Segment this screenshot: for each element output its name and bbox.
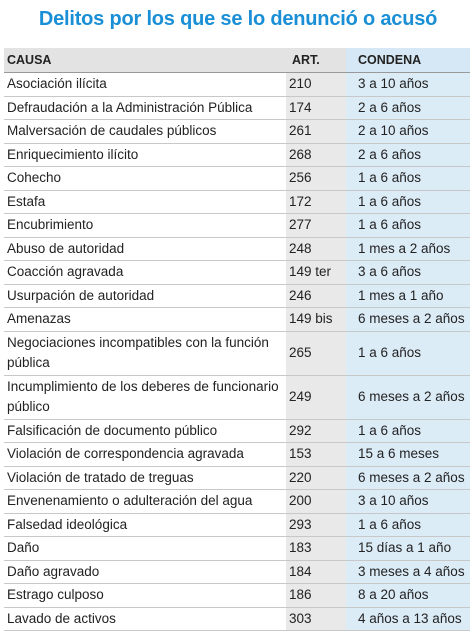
table-cell: 1 a 6 años (346, 513, 470, 537)
table-cell: 1 a 6 años (346, 213, 470, 238)
table-cell: 153 (286, 442, 346, 467)
header-cell: CONDENA (346, 48, 470, 73)
table-cell: 268 (286, 143, 346, 167)
table-cell: Defraudación a la Administración Pública (4, 96, 286, 120)
table-body: Asociación ilícita 210 3 a 10 años Defrauda… (4, 72, 470, 631)
table-cell: 292 (286, 419, 346, 443)
table-cell: Malversación de caudales públicos (4, 119, 286, 144)
table-row: Abuso de autoridad 248 1 mes a 2 años (4, 237, 470, 261)
table-cell: 303 (286, 607, 346, 631)
table-cell: 149 ter (286, 260, 346, 285)
table-cell: 8 a 20 años (346, 583, 470, 608)
table-row: Envenenamiento o adulteración del agua 20… (4, 489, 470, 514)
header-cell: ART. (286, 48, 346, 73)
table-cell: 293 (286, 513, 346, 537)
table-cell: Negociaciones incompatibles con la funci… (4, 331, 286, 376)
table-cell: 6 meses a 2 años (346, 307, 470, 332)
table-cell: 1 a 6 años (346, 190, 470, 214)
table-row: Negociaciones incompatibles con la funci… (4, 331, 470, 376)
table-row: Defraudación a la Administración Pública… (4, 96, 470, 120)
table-row: Violación de correspondencia agravada 153… (4, 442, 470, 467)
table-row: Daño 183 15 días a 1 año (4, 536, 470, 561)
table-cell: 184 (286, 560, 346, 584)
table-cell: Asociación ilícita (4, 72, 286, 97)
table-row: Falsificación de documento público 292 1 a… (4, 419, 470, 443)
table-cell: 183 (286, 536, 346, 561)
table-row: Cohecho 256 1 a 6 años (4, 166, 470, 191)
table-cell: 1 a 6 años (346, 419, 470, 443)
table-cell: 265 (286, 331, 346, 376)
table-cell: 2 a 6 años (346, 96, 470, 120)
table-cell: 1 a 6 años (346, 331, 470, 376)
table-cell: Estrago culposo (4, 583, 286, 608)
table-cell: 277 (286, 213, 346, 238)
table-cell: Enriquecimiento ilícito (4, 143, 286, 167)
table-cell: 3 meses a 4 años (346, 560, 470, 584)
table-cell: 3 a 10 años (346, 489, 470, 514)
table-cell: 2 a 6 años (346, 143, 470, 167)
table-cell: 1 mes a 2 años (346, 237, 470, 261)
table-cell: 248 (286, 237, 346, 261)
table-cell: Usurpación de autoridad (4, 284, 286, 308)
table-row: Daño agravado 184 3 meses a 4 años (4, 560, 470, 584)
table-row: Enriquecimiento ilícito 268 2 a 6 años (4, 143, 470, 167)
table-cell: 220 (286, 466, 346, 490)
table-cell: 15 días a 1 año (346, 536, 470, 561)
title: Delitos por los que se lo denunció o acu… (38, 8, 438, 30)
table-row: Usurpación de autoridad 246 1 mes a 1 año (4, 284, 470, 308)
table-cell: Daño agravado (4, 560, 286, 584)
table-row: Coacción agravada 149 ter 3 a 6 años (4, 260, 470, 285)
table-row: Incumplimiento de los deberes de funcion… (4, 375, 470, 420)
table-cell: Encubrimiento (4, 213, 286, 238)
table-cell: 200 (286, 489, 346, 514)
table-cell: 149 bis (286, 307, 346, 332)
header-row: CAUSA ART. CONDENA (4, 48, 470, 73)
table-cell: 2 a 10 años (346, 119, 470, 144)
table-cell: Coacción agravada (4, 260, 286, 285)
table-cell: 1 mes a 1 año (346, 284, 470, 308)
table-cell: Amenazas (4, 307, 286, 332)
table-row: Violación de tratado de treguas 220 6 mese… (4, 466, 470, 490)
table-cell: Abuso de autoridad (4, 237, 286, 261)
table-cell: 1 a 6 años (346, 166, 470, 191)
table-cell: 261 (286, 119, 346, 144)
table-row: Estafa 172 1 a 6 años (4, 190, 470, 214)
table-cell: Falsificación de documento público (4, 419, 286, 443)
table-cell: Envenenamiento o adulteración del agua (4, 489, 286, 514)
table-row: Malversación de caudales públicos 261 2 a … (4, 119, 470, 144)
header-cell: CAUSA (4, 48, 286, 73)
table-cell: 6 meses a 2 años (346, 375, 470, 420)
table-cell: 186 (286, 583, 346, 608)
table-cell: Lavado de activos (4, 607, 286, 631)
table-cell: 174 (286, 96, 346, 120)
table-row: Amenazas 149 bis 6 meses a 2 años (4, 307, 470, 332)
table-cell: Violación de correspondencia agravada (4, 442, 286, 467)
table-cell: Cohecho (4, 166, 286, 191)
table-cell: 249 (286, 375, 346, 420)
table-cell: 256 (286, 166, 346, 191)
table-cell: Daño (4, 536, 286, 561)
table-cell: 6 meses a 2 años (346, 466, 470, 490)
table-cell: Estafa (4, 190, 286, 214)
table-row: Encubrimiento 277 1 a 6 años (4, 213, 470, 238)
table-cell: 3 a 6 años (346, 260, 470, 285)
table-row: Lavado de activos 303 4 años a 13 años (4, 607, 470, 631)
table-cell: 15 a 6 meses (346, 442, 470, 467)
table: CAUSA ART. CONDENA Asociación ilícita 210 3 … (4, 48, 470, 631)
table-cell: 3 a 10 años (346, 72, 470, 97)
table-cell: Violación de tratado de treguas (4, 466, 286, 490)
table-cell: 172 (286, 190, 346, 214)
table-row: Estrago culposo 186 8 a 20 años (4, 583, 470, 608)
table-cell: Incumplimiento de los deberes de funcion… (4, 375, 286, 420)
table-cell: 210 (286, 72, 346, 97)
table-cell: 4 años a 13 años (346, 607, 470, 631)
table-row: Falsedad ideológica 293 1 a 6 años (4, 513, 470, 537)
table-cell: Falsedad ideológica (4, 513, 286, 537)
table-row: Asociación ilícita 210 3 a 10 años (4, 72, 470, 97)
table-cell: 246 (286, 284, 346, 308)
